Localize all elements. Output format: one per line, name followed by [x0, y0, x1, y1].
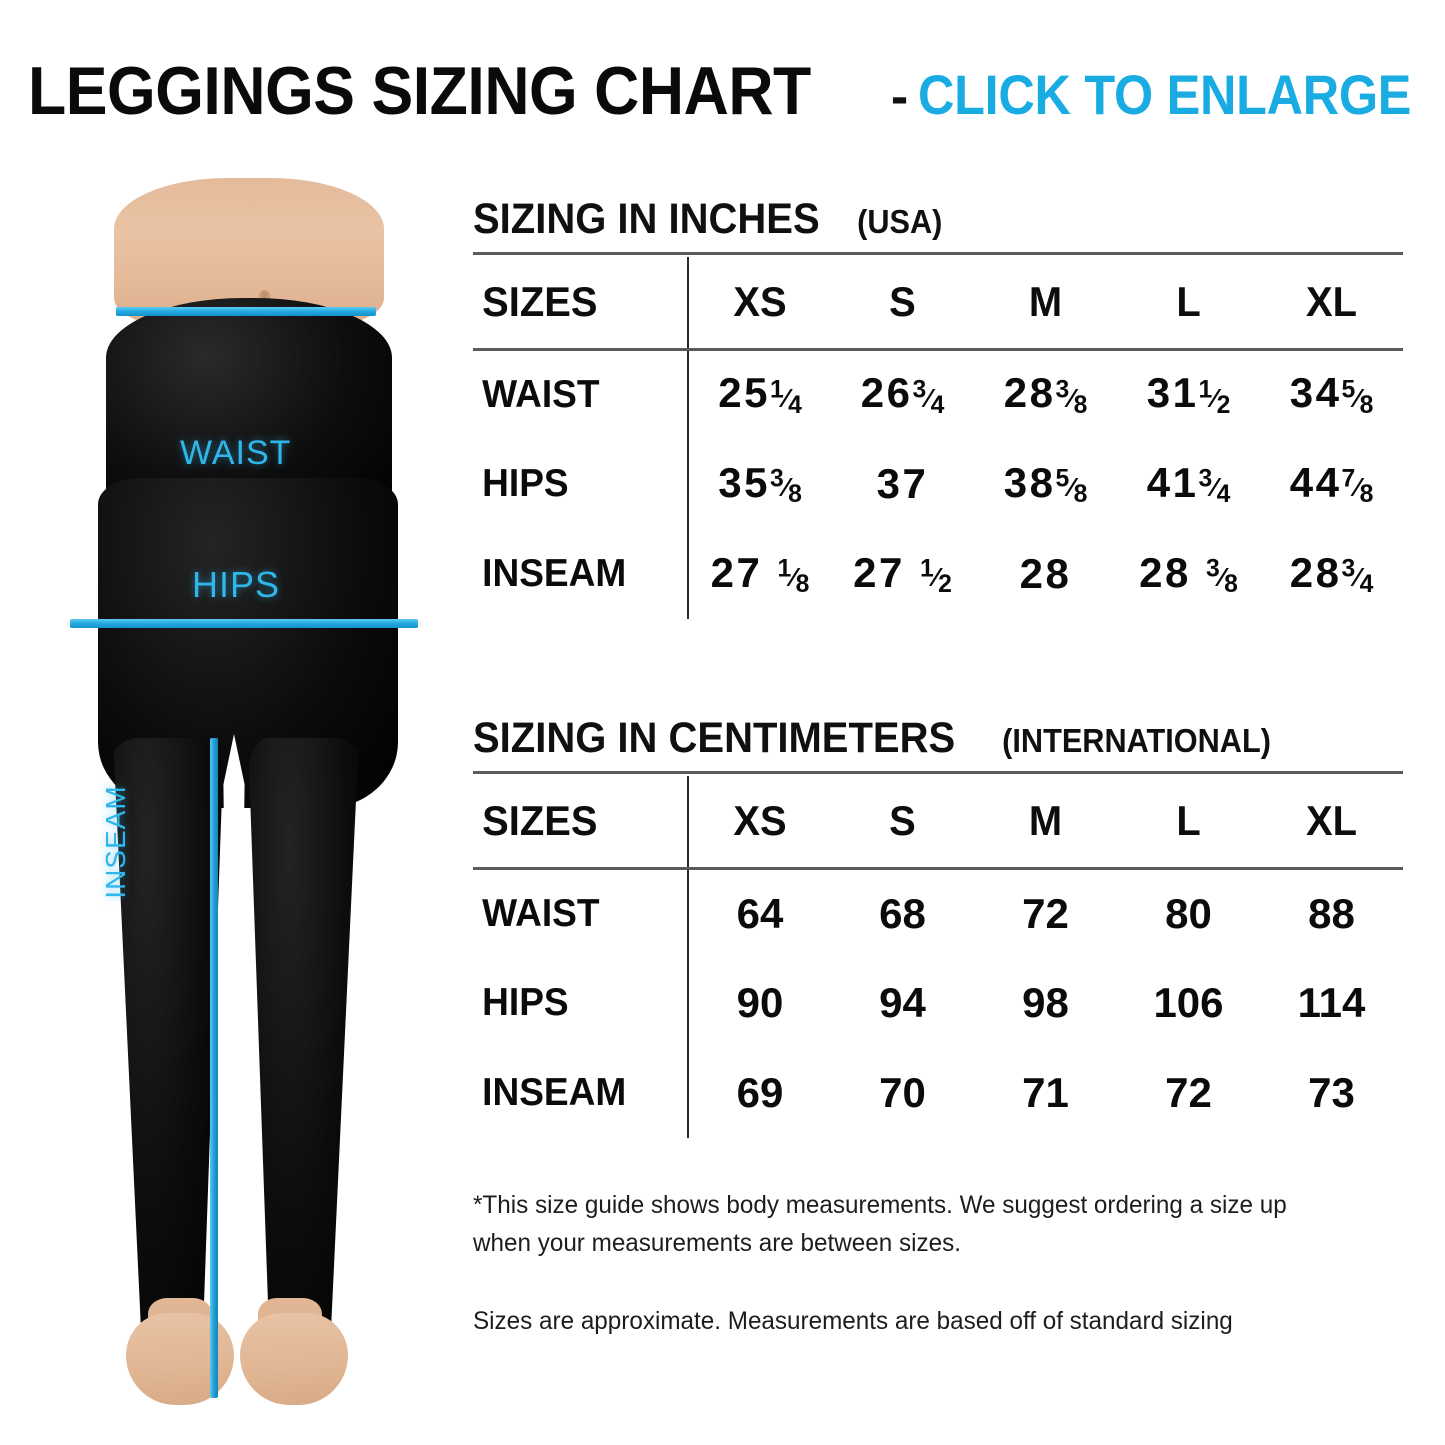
cm-inseam-l: 72	[1165, 1069, 1212, 1116]
table-row: HIPS 353⁄8 37 385⁄8 413⁄4 447⁄8	[473, 439, 1403, 529]
inches-head-l: L	[1120, 257, 1257, 351]
inches-size-table: SIZES XS S M L XL WAIST 251⁄4 263⁄4 283⁄…	[473, 257, 1403, 619]
cm-table-head: SIZES XS S M L XL	[473, 776, 1403, 870]
inches-inseam-s: 27 1⁄2	[853, 548, 952, 599]
inches-inseam-l: 28 3⁄8	[1139, 548, 1238, 599]
cm-hips-l: 106	[1153, 979, 1224, 1026]
click-to-enlarge-label[interactable]: CLICK TO ENLARGE	[918, 63, 1412, 126]
cm-head-sizes: SIZES	[478, 776, 683, 870]
inches-waist-m: 283⁄8	[1003, 369, 1088, 420]
inches-head-m: M	[977, 257, 1114, 351]
inches-section: SIZING IN INCHES (USA) SIZES XS S M L XL	[473, 196, 1403, 619]
cm-table-body: WAIST 64 68 72 80 88 HIPS 90 94 98 106 1…	[473, 868, 1403, 1138]
cm-head-xs: XS	[690, 776, 828, 870]
inches-row-label-inseam: INSEAM	[482, 552, 627, 595]
footnotes: *This size guide shows body measurements…	[473, 1186, 1403, 1340]
cm-hips-m: 98	[1022, 979, 1069, 1026]
inches-head-xl: XL	[1263, 257, 1400, 351]
cm-title-rule	[473, 771, 1403, 774]
table-row: HIPS 90 94 98 106 114	[473, 958, 1403, 1048]
cm-waist-s: 68	[879, 889, 926, 937]
cm-waist-l: 80	[1165, 889, 1212, 937]
inches-inseam-xs: 27 1⁄8	[687, 529, 831, 619]
cm-inseam-m: 71	[1022, 1069, 1069, 1116]
table-row: INSEAM 27 1⁄8 27 1⁄2 28 28 3⁄8 283⁄4	[473, 529, 1403, 619]
inches-waist-xs: 251⁄4	[687, 349, 831, 439]
inches-section-title: SIZING IN INCHES (USA)	[473, 196, 1403, 242]
page-title-main: LEGGINGS SIZING CHART	[28, 53, 811, 129]
table-row: WAIST 251⁄4 263⁄4 283⁄8 311⁄2 345⁄8	[473, 349, 1403, 439]
inches-title-main: SIZING IN INCHES	[473, 195, 820, 243]
inseam-measurement-line	[210, 738, 218, 1398]
cm-row-label-inseam: INSEAM	[482, 1071, 627, 1114]
cm-row-label-hips: HIPS	[482, 981, 569, 1024]
inches-table-head: SIZES XS S M L XL	[473, 257, 1403, 351]
inches-inseam-m: 28	[1019, 550, 1072, 597]
cm-head-l: L	[1120, 776, 1257, 870]
centimeters-section: SIZING IN CENTIMETERS (INTERNATIONAL) SI…	[473, 715, 1403, 1138]
sizing-tables-panel: SIZING IN INCHES (USA) SIZES XS S M L XL	[473, 196, 1403, 1340]
model-figure[interactable]: WAIST HIPS INSEAM	[62, 178, 434, 1405]
hips-measurement-line	[70, 619, 418, 628]
inseam-figure-label: INSEAM	[100, 785, 131, 899]
table-row: WAIST 64 68 72 80 88	[473, 868, 1403, 958]
footnote-size-guide: *This size guide shows body measurements…	[473, 1191, 1287, 1257]
table-row: INSEAM 69 70 71 72 73	[473, 1048, 1403, 1138]
inches-title-sub: (USA)	[856, 203, 943, 240]
right-foot-shape	[240, 1313, 348, 1405]
cm-hips-xl: 114	[1297, 979, 1366, 1026]
cm-inseam-s: 70	[879, 1069, 926, 1116]
leg-separation-shape	[223, 734, 245, 1094]
inches-waist-xl: 345⁄8	[1289, 369, 1374, 420]
cm-head-m: M	[977, 776, 1114, 870]
cm-waist-xs: 64	[687, 868, 831, 958]
page-title: LEGGINGS SIZING CHART - CLICK TO ENLARGE	[28, 57, 1418, 129]
inner-leg-gap-shape	[226, 1058, 250, 1358]
inches-head-s: S	[834, 257, 971, 351]
inches-waist-s: 263⁄4	[860, 369, 945, 420]
cm-inseam-xs: 69	[687, 1048, 831, 1138]
footnote-approximate: Sizes are approximate. Measurements are …	[473, 1307, 1233, 1335]
inches-header-row: SIZES XS S M L XL	[473, 257, 1403, 351]
figure-canvas: WAIST HIPS INSEAM	[62, 178, 434, 1405]
cm-inseam-xl: 73	[1308, 1069, 1355, 1116]
inches-waist-l: 311⁄2	[1146, 369, 1231, 420]
hips-figure-label: HIPS	[192, 564, 281, 605]
waist-figure-label: WAIST	[180, 434, 292, 472]
inches-hips-m: 385⁄8	[1003, 458, 1088, 509]
leggings-right-leg-shape	[248, 738, 359, 1338]
cm-title-main: SIZING IN CENTIMETERS	[473, 714, 956, 762]
inches-hips-s: 37	[876, 460, 929, 507]
cm-waist-m: 72	[1022, 889, 1069, 937]
inches-inseam-xl: 283⁄4	[1289, 548, 1374, 599]
inches-head-sizes: SIZES	[478, 257, 683, 351]
inches-table-body: WAIST 251⁄4 263⁄4 283⁄8 311⁄2 345⁄8 HIPS…	[473, 349, 1403, 619]
inches-head-xs: XS	[690, 257, 828, 351]
inches-hips-xl: 447⁄8	[1289, 458, 1374, 509]
inches-hips-xs: 353⁄8	[687, 439, 831, 529]
cm-hips-s: 94	[879, 979, 926, 1026]
centimeters-size-table: SIZES XS S M L XL WAIST 64 68 72 80	[473, 776, 1403, 1138]
waist-measurement-line	[116, 307, 376, 316]
cm-section-title: SIZING IN CENTIMETERS (INTERNATIONAL)	[473, 715, 1403, 761]
inches-row-label-hips: HIPS	[482, 462, 569, 505]
cm-hips-xs: 90	[687, 958, 831, 1048]
title-separator: -	[890, 68, 909, 126]
cm-title-sub: (INTERNATIONAL)	[1002, 722, 1272, 759]
cm-header-row: SIZES XS S M L XL	[473, 776, 1403, 870]
cm-head-s: S	[834, 776, 971, 870]
footnote-spacer	[473, 1262, 1403, 1302]
inches-row-label-waist: WAIST	[482, 372, 600, 416]
cm-head-xl: XL	[1263, 776, 1400, 870]
cm-row-label-waist: WAIST	[482, 891, 600, 935]
cm-waist-xl: 88	[1308, 889, 1355, 937]
inches-title-rule	[473, 252, 1403, 255]
inches-hips-l: 413⁄4	[1146, 458, 1231, 509]
